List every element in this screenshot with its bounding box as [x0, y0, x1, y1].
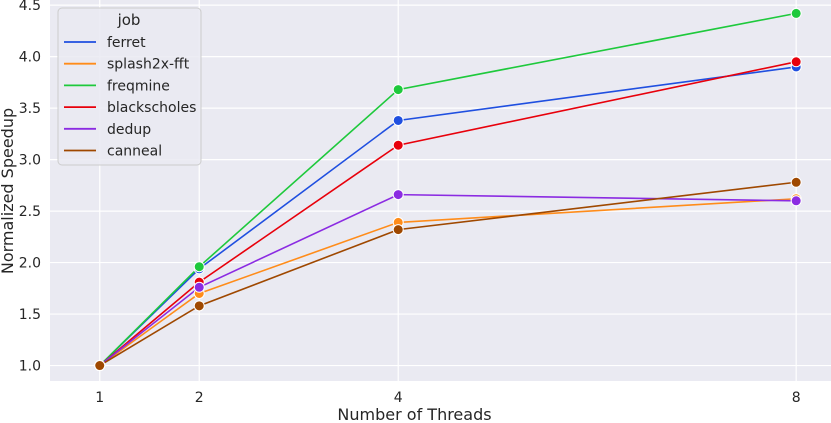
legend-label-canneal: canneal	[107, 144, 162, 160]
x-tick-label: 2	[195, 390, 204, 406]
y-tick-label: 3.0	[19, 153, 41, 169]
y-tick-label: 4.5	[19, 0, 41, 14]
series-group	[94, 7, 802, 372]
data-point-canneal	[392, 224, 404, 236]
data-point-dedup	[392, 189, 404, 201]
series-line-blackscholes	[99, 61, 797, 367]
y-tick-label: 1.0	[19, 359, 41, 375]
series-line-canneal	[99, 181, 797, 367]
y-tick-label: 4.0	[19, 50, 41, 66]
series-line-freqmine	[99, 12, 797, 367]
x-axis-label: Number of Threads	[337, 405, 491, 423]
data-point-canneal	[193, 300, 205, 312]
tick-labels: 1 2 4 8 1.0 1.5 2.0 2.5 3.0 3.5 4.0 4.5	[19, 0, 801, 406]
series-line-splash2x-fft	[99, 197, 797, 367]
legend-title: job	[117, 11, 141, 29]
legend-label-dedup: dedup	[107, 122, 151, 138]
y-axis-label: Normalized Speedup	[0, 108, 17, 274]
series-line-dedup	[99, 193, 797, 367]
x-tick-label: 4	[394, 390, 403, 406]
legend: job ferret splash2x-fft freqmine blackschol…	[57, 7, 202, 166]
data-point-dedup	[790, 195, 802, 207]
data-point-freqmine	[790, 7, 802, 19]
data-point-blackscholes	[392, 139, 404, 151]
data-point-freqmine	[392, 84, 404, 96]
legend-label-blackscholes: blackscholes	[107, 100, 196, 116]
data-point-dedup	[193, 281, 205, 293]
y-tick-label: 2.5	[19, 204, 41, 220]
data-point-canneal	[790, 176, 802, 188]
legend-label-ferret: ferret	[107, 35, 146, 51]
x-tick-label: 1	[95, 390, 104, 406]
data-point-blackscholes	[790, 56, 802, 68]
data-point-canneal	[94, 360, 106, 372]
legend-box	[57, 7, 202, 166]
y-tick-label: 1.5	[19, 307, 41, 323]
x-tick-label: 8	[792, 390, 801, 406]
data-point-ferret	[392, 114, 404, 126]
data-point-freqmine	[193, 261, 205, 273]
y-tick-label: 2.0	[19, 256, 41, 272]
legend-label-freqmine: freqmine	[107, 78, 170, 94]
y-tick-label: 3.5	[19, 101, 41, 117]
legend-label-splash2x-fft: splash2x-fft	[107, 57, 190, 73]
